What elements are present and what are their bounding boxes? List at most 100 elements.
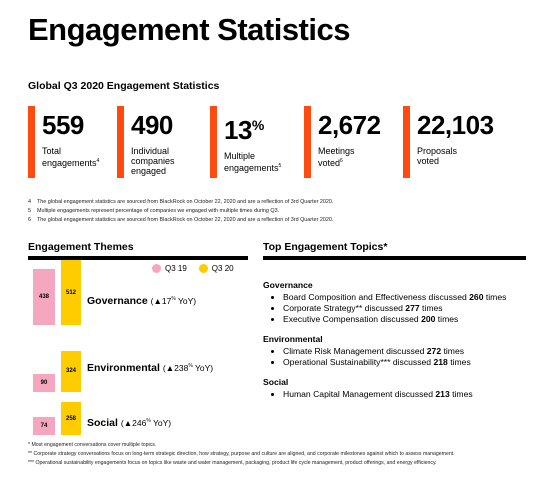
topic-count: 213 <box>435 389 450 399</box>
topic-group: Environmental Climate Risk Management dis… <box>263 334 533 368</box>
stat-block: 2,672 Meetings voted6 <box>304 106 381 178</box>
theme-change-suffix: YoY <box>175 296 194 306</box>
topic-list: Climate Risk Management discussed 272 ti… <box>263 346 533 368</box>
stat-label: Meetings voted6 <box>318 146 355 168</box>
topic-text: Executive Compensation discussed <box>283 314 422 324</box>
bottom-note: *** Operational sustainability engagemen… <box>28 460 437 466</box>
topic-text: Climate Risk Management discussed <box>283 346 427 356</box>
topic-item: Climate Risk Management discussed 272 ti… <box>283 346 533 357</box>
topic-text: Human Capital Management discussed <box>283 389 436 399</box>
stat-block: 22,103 Proposals voted <box>403 106 494 178</box>
legend-q320-dot <box>198 264 208 273</box>
topic-item: Board Composition and Effectiveness disc… <box>283 292 533 303</box>
themes-heading: Engagement Themes <box>28 241 134 253</box>
topic-count: 272 <box>426 346 442 356</box>
stat-label: Individual companies engaged <box>131 146 175 176</box>
theme-name: Social <box>87 417 121 429</box>
footnote-line: 6 The global engagement statistics are so… <box>28 216 528 225</box>
theme-label: Social (▲246% YoY) <box>87 417 171 429</box>
bar-q319: 438 <box>33 269 55 325</box>
theme-change-unit: % <box>171 296 176 303</box>
stat-value: 2,672 <box>318 110 381 140</box>
theme-change-unit: % <box>146 418 151 425</box>
theme-change-value: ▲238 <box>165 363 189 373</box>
theme-change-unit: % <box>188 363 193 370</box>
bar-q319: 90 <box>33 374 55 392</box>
topic-group: Governance Board Composition and Effectiv… <box>263 280 533 325</box>
topics-list: Governance Board Composition and Effectiv… <box>263 280 533 409</box>
theme-change: (▲246% YoY) <box>120 418 172 428</box>
themes-legend: Q3 19 Q3 20 <box>152 264 234 273</box>
stat-value: 13% <box>224 115 264 145</box>
footnote-text: The global engagement statistics are sou… <box>37 199 334 205</box>
topic-count: 200 <box>421 314 436 324</box>
stat-label: Proposals voted <box>417 146 458 166</box>
theme-change-suffix: YoY <box>150 418 169 428</box>
footnotes: 4 The global engagement statistics are so… <box>28 198 528 225</box>
topic-list: Board Composition and Effectiveness disc… <box>263 292 533 325</box>
stat-label: Total engagements4 <box>42 146 100 168</box>
topic-item: Operational Sustainability*** discussed … <box>283 357 533 368</box>
theme-label: Environmental (▲238% YoY) <box>87 362 213 374</box>
theme-change-value: ▲17 <box>153 296 172 306</box>
bar-q320: 324 <box>61 350 81 392</box>
stat-label: Multiple engagements5 <box>224 151 282 173</box>
legend-q320-label: Q3 20 <box>211 264 234 273</box>
bottom-notes: * Most engagement conversations cover mu… <box>28 441 543 468</box>
topic-item: Human Capital Management discussed 213 t… <box>283 389 533 400</box>
theme-change: (▲17% YoY) <box>150 296 197 306</box>
footnote-number: 5 <box>28 208 31 214</box>
footnote-line: 5 Multiple engagements represent percenta… <box>28 207 528 216</box>
footnote-number: 6 <box>28 217 31 223</box>
topic-group-title: Governance <box>263 280 313 290</box>
bar-q320: 258 <box>61 402 81 435</box>
stat-block: 559 Total engagements4 <box>28 106 99 178</box>
topic-text: Operational Sustainability*** discussed <box>283 357 434 367</box>
theme-change-value: ▲246 <box>123 418 147 428</box>
topic-tail: times <box>419 303 443 313</box>
topic-tail: times <box>483 292 507 302</box>
topic-item: Executive Compensation discussed 200 tim… <box>283 314 533 325</box>
topic-tail: times <box>441 346 465 356</box>
topic-group: Social Human Capital Management discussed… <box>263 377 533 400</box>
topic-count: 277 <box>405 303 420 313</box>
theme-name: Governance <box>87 295 151 307</box>
stat-footnote-ref: 4 <box>96 158 100 164</box>
bottom-note: * Most engagement conversations cover mu… <box>28 442 157 448</box>
footnote-number: 4 <box>28 199 31 205</box>
topic-text: Corporate Strategy** discussed <box>283 303 406 313</box>
topics-rule <box>263 256 526 260</box>
bar-q320: 512 <box>61 260 81 325</box>
page-title: Engagement Statistics <box>28 12 350 47</box>
footnote-text: Multiple engagements represent percentag… <box>37 208 280 214</box>
topic-tail: times <box>435 314 459 324</box>
themes-rule <box>28 256 248 260</box>
stat-value: 22,103 <box>417 110 494 140</box>
topic-tail: times <box>449 389 473 399</box>
footnote-line: 4 The global engagement statistics are so… <box>28 198 528 207</box>
legend-q319-dot <box>152 264 161 273</box>
topic-text: Board Composition and Effectiveness disc… <box>283 292 470 302</box>
bottom-note: ** Corporate strategy conversations focu… <box>28 451 455 457</box>
stat-block: 490 Individual companies engaged <box>117 106 175 178</box>
topic-list: Human Capital Management discussed 213 t… <box>263 389 533 400</box>
section-subtitle: Global Q3 2020 Engagement Statistics <box>28 80 220 92</box>
topic-item: Corporate Strategy** discussed 277 times <box>283 303 533 314</box>
topic-count: 260 <box>469 292 484 302</box>
topic-tail: times <box>447 357 471 367</box>
stat-footnote-ref: 6 <box>340 158 343 164</box>
topics-heading: Top Engagement Topics* <box>263 241 388 253</box>
theme-change: (▲238% YoY) <box>162 363 214 373</box>
theme-name: Environmental <box>87 362 163 374</box>
stat-value: 490 <box>131 110 173 140</box>
theme-change-suffix: YoY <box>192 363 211 373</box>
stat-block: 13% Multiple engagements5 <box>210 106 281 178</box>
footnote-text: The global engagement statistics are sou… <box>37 217 334 223</box>
theme-label: Governance (▲17% YoY) <box>87 295 196 307</box>
legend-q319-label: Q3 19 <box>165 264 187 273</box>
stat-value: 559 <box>42 110 84 140</box>
topic-count: 218 <box>433 357 448 367</box>
topic-group-title: Environmental <box>263 334 323 344</box>
bar-q319: 74 <box>33 417 55 435</box>
stat-footnote-ref: 5 <box>278 163 282 169</box>
